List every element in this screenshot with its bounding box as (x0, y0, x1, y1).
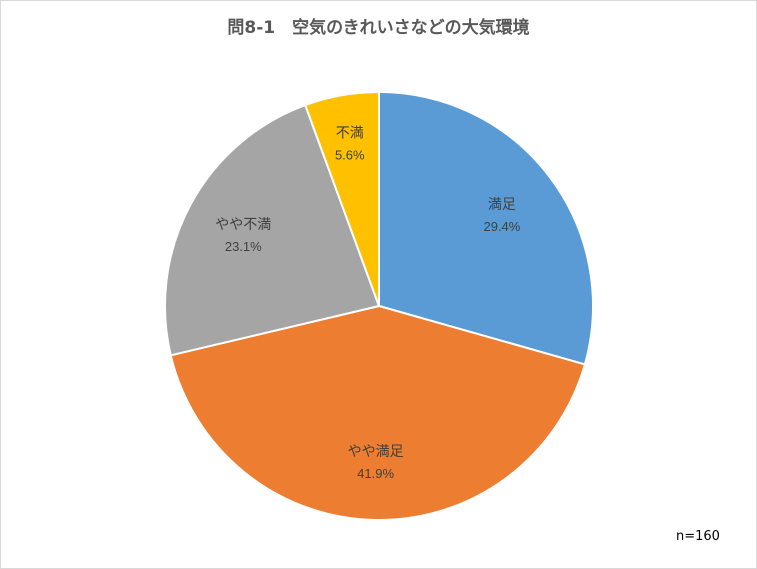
pie-slice-yaya-fuman (164, 104, 380, 357)
pie-slice-manzoku (378, 91, 594, 366)
slice-value-fuman: 5.6% (335, 148, 365, 163)
slice-label-fuman: 不満 (336, 126, 364, 142)
pie-slice-fuman (304, 91, 380, 307)
slice-label-yaya-manzoku: やや満足 (348, 444, 404, 460)
slice-label-manzoku: 満足 (488, 197, 516, 213)
sample-size-note: n=160 (676, 529, 720, 544)
slice-label-yaya-fuman: やや不満 (215, 217, 271, 233)
slice-value-yaya-manzoku: 41.9% (357, 466, 394, 481)
chart-title: 問8-1 空気のきれいさなどの大気環境 (227, 18, 530, 38)
pie-slice-yaya-manzoku (169, 305, 586, 521)
slice-value-yaya-fuman: 23.1% (225, 239, 262, 254)
slice-value-manzoku: 29.4% (483, 219, 520, 234)
